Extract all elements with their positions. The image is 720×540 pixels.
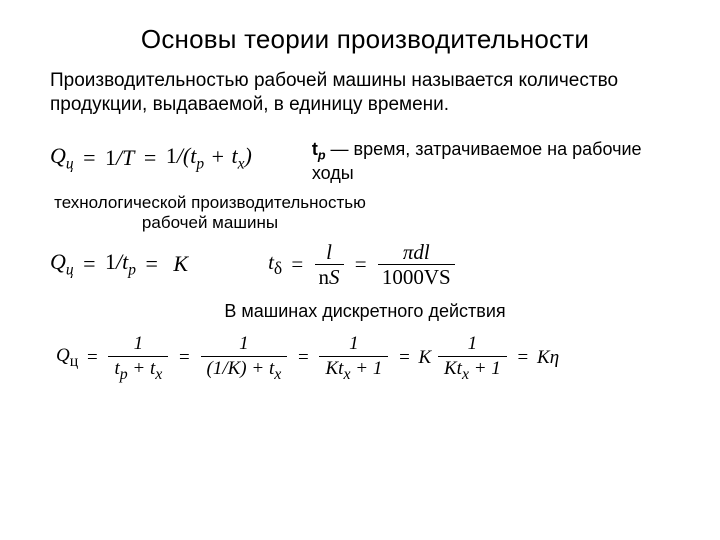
- slide: Основы теории производительности Произво…: [0, 0, 720, 395]
- equation-2: Qц = 1/tp = K: [50, 249, 188, 279]
- discrete-label: В машинах дискретного действия: [50, 301, 680, 322]
- equation-1: Qц = 1/T = 1/(tp + tx): [50, 143, 252, 173]
- row-eq1: Qц = 1/T = 1/(tp + tx) tp — время, затра…: [50, 139, 680, 185]
- row-eq2: Qц = 1/tp = K tδ = l nS = πdl 1000VS: [50, 240, 680, 289]
- sublabel: технологической производительностью рабо…: [50, 193, 370, 234]
- note-tp: tp — время, затрачиваемое на рабочие ход…: [312, 139, 680, 185]
- slide-title: Основы теории производительности: [50, 24, 680, 55]
- equation-td: tδ = l nS = πdl 1000VS: [268, 240, 457, 289]
- equation-3: Qц = 1 tp + tx = 1 (1/K) + tx = 1 Ktx + …: [56, 332, 680, 385]
- intro-text: Производительностью рабочей машины назыв…: [50, 69, 680, 117]
